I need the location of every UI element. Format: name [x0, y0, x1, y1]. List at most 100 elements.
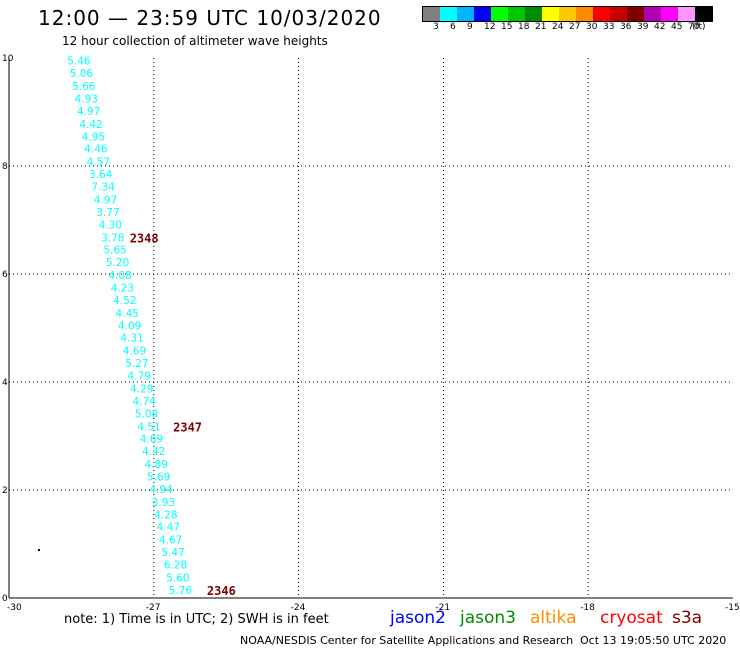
- legend-label: 70: [688, 22, 700, 32]
- wave-height-point: 4.52: [113, 295, 136, 307]
- wave-height-point: 4.29: [130, 383, 153, 395]
- chart-subtitle: 12 hour collection of altimeter wave hei…: [62, 34, 328, 48]
- legend-label: 39: [637, 22, 649, 32]
- wave-height-point: 4.09: [118, 320, 141, 332]
- satellite-s3a: s3a: [672, 608, 703, 628]
- legend-swatch: [610, 7, 627, 21]
- legend-swatch: [576, 7, 593, 21]
- x-tick-label: -24: [291, 603, 306, 613]
- legend-label: (ft): [692, 22, 706, 32]
- wave-height-point: 4.57: [87, 157, 110, 169]
- stray-dot: [38, 549, 40, 551]
- wave-height-point: 5.06: [70, 68, 94, 80]
- y-tick-label: 10: [2, 54, 14, 64]
- wave-height-point: 4.28: [154, 509, 177, 521]
- time-mark: 2348: [130, 231, 159, 245]
- y-tick-label: 8: [2, 162, 8, 172]
- footer-date: Oct 13 19:05:50 UTC 2020: [580, 634, 727, 647]
- y-tick-label: 0: [2, 594, 8, 604]
- wave-height-point: 7.34: [91, 182, 115, 194]
- x-tick-label: -27: [146, 603, 161, 613]
- wave-height-point: 4.95: [82, 131, 105, 143]
- y-tick-label: 4: [2, 378, 8, 388]
- legend-swatch: [457, 7, 474, 21]
- legend-swatch: [695, 7, 712, 21]
- wave-height-point: 3.64: [89, 169, 113, 181]
- legend-swatch: [423, 7, 440, 21]
- wave-height-point: 3.78: [101, 232, 124, 244]
- wave-height-point: 5.08: [135, 408, 158, 420]
- wave-height-point: 6.28: [164, 560, 187, 572]
- legend-label: 9: [467, 22, 473, 32]
- legend-swatch: [593, 7, 610, 21]
- wave-height-point: 4.97: [77, 106, 100, 118]
- wave-height-point: 4.94: [149, 484, 173, 496]
- legend-label: 45: [671, 22, 683, 32]
- wave-height-point: 4.89: [145, 459, 168, 471]
- legend-swatch: [525, 7, 542, 21]
- wave-height-point: 5.76: [169, 585, 193, 597]
- satellite-jason2: jason2: [390, 608, 446, 628]
- legend-swatch: [627, 7, 644, 21]
- wave-height-point: 4.45: [116, 308, 139, 320]
- legend-swatch: [508, 7, 525, 21]
- legend-label: 24: [552, 22, 564, 32]
- legend-label: 27: [569, 22, 581, 32]
- legend-swatch: [678, 7, 695, 21]
- wave-height-point: 4.51: [137, 421, 160, 433]
- time-mark: 2346: [207, 584, 236, 598]
- x-tick-label: -30: [7, 603, 22, 613]
- legend-swatch: [644, 7, 661, 21]
- wave-height-point: 5.46: [67, 56, 91, 68]
- legend-swatch: [559, 7, 576, 21]
- legend-swatch: [474, 7, 491, 21]
- x-tick-label: -21: [435, 603, 450, 613]
- wave-height-point: 4.97: [94, 194, 117, 206]
- wave-height-point: 4.47: [157, 522, 180, 534]
- wave-height-point: 4.31: [120, 333, 143, 345]
- wave-height-point: 4.42: [79, 119, 102, 131]
- satellite-altika: altika: [530, 608, 577, 628]
- satellite-cryosat: cryosat: [600, 608, 663, 628]
- wave-height-point: 5.60: [166, 572, 189, 584]
- wave-height-point: 4.79: [128, 371, 151, 383]
- wave-height-point: 5.20: [106, 257, 129, 269]
- wave-height-point: 4.67: [159, 535, 182, 547]
- legend-label: 12: [484, 22, 496, 32]
- footnote: note: 1) Time is in UTC; 2) SWH is in fe…: [64, 612, 329, 627]
- legend-label: 3: [433, 22, 439, 32]
- wave-height-point: 3.77: [96, 207, 119, 219]
- wave-height-point: 4.30: [99, 219, 122, 231]
- legend-swatch: [440, 7, 457, 21]
- wave-height-point: 5.47: [161, 547, 184, 559]
- wave-height-point: 4.69: [140, 434, 163, 446]
- wave-height-point: 4.23: [111, 283, 134, 295]
- wave-height-point: 4.69: [123, 346, 146, 358]
- y-tick-label: 2: [2, 486, 8, 496]
- footer-credit: NOAA/NESDIS Center for Satellite Applica…: [240, 634, 574, 647]
- color-scale-legend: [422, 6, 713, 22]
- wave-height-point: 4.08: [108, 270, 131, 282]
- legend-label: 36: [620, 22, 632, 32]
- legend-label: 33: [603, 22, 615, 32]
- y-tick-label: 6: [2, 270, 8, 280]
- wave-height-point: 4.42: [142, 446, 165, 458]
- wave-height-point: 5.69: [147, 472, 170, 484]
- legend-label: 42: [654, 22, 666, 32]
- wave-height-point: 5.66: [72, 81, 96, 93]
- legend-label: 18: [518, 22, 530, 32]
- time-mark: 2347: [173, 420, 202, 434]
- legend-label: 30: [586, 22, 598, 32]
- legend-label: 21: [535, 22, 547, 32]
- legend-swatch: [661, 7, 678, 21]
- legend-swatch: [542, 7, 559, 21]
- legend-label: 6: [450, 22, 456, 32]
- satellite-jason3: jason3: [460, 608, 516, 628]
- wave-height-point: 5.27: [125, 358, 148, 370]
- legend-swatch: [491, 7, 508, 21]
- x-tick-label: -15: [725, 603, 740, 613]
- wave-height-point: 4.93: [75, 94, 98, 106]
- wave-height-point: 3.93: [152, 497, 175, 509]
- chart-title: 12:00 — 23:59 UTC 10/03/2020: [38, 6, 382, 30]
